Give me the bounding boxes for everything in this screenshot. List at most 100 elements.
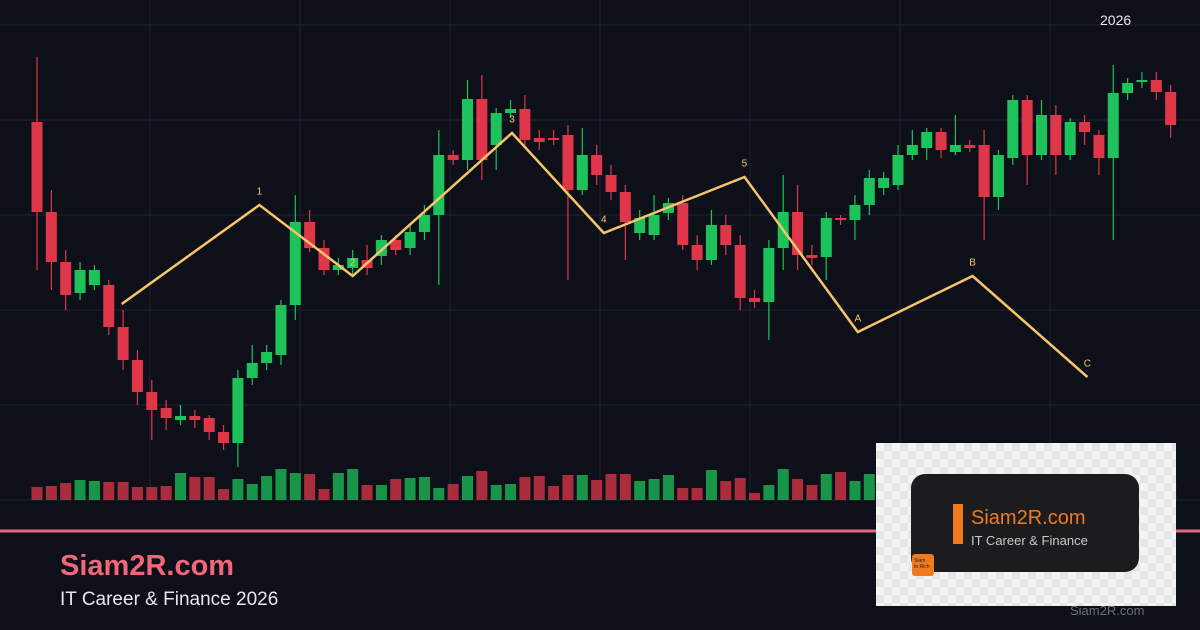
candle-body — [31, 122, 43, 212]
candle-body — [318, 248, 330, 270]
wave-label: 1 — [257, 187, 263, 198]
logo-subtitle: IT Career & Finance — [971, 533, 1088, 548]
volume-bar — [261, 476, 273, 500]
candle-body — [332, 265, 344, 270]
candle-body — [1036, 115, 1047, 155]
volume-bar — [175, 473, 186, 500]
candle-body — [1093, 135, 1105, 158]
candle-body — [131, 360, 143, 392]
candle-body — [863, 178, 875, 205]
candle-body — [1107, 93, 1119, 158]
candle-body — [447, 155, 459, 160]
candle-body — [103, 285, 115, 327]
volume-bar — [375, 485, 387, 500]
volume-bar — [361, 485, 373, 500]
candle-body — [677, 203, 689, 245]
wave-label: C — [1084, 359, 1091, 370]
volume-bar — [619, 474, 631, 500]
candle-body — [375, 240, 387, 256]
volume-bar — [447, 484, 459, 500]
volume-bar — [74, 480, 86, 500]
candle-body — [1064, 122, 1076, 155]
volume-bar — [763, 485, 775, 500]
candle-body — [1165, 92, 1177, 125]
candle-body — [505, 109, 517, 113]
candle-body — [490, 113, 502, 145]
volume-bar — [533, 476, 545, 500]
wave-label: A — [854, 314, 861, 325]
volume-bar — [806, 485, 818, 500]
logo-box: Siam2R.com IT Career & Finance Siam to R… — [876, 443, 1176, 606]
candle-body — [1122, 83, 1134, 93]
volume-bar — [347, 469, 359, 500]
candle-body — [591, 155, 603, 175]
candle-body — [232, 378, 244, 443]
volume-bar — [203, 477, 215, 500]
candle-body — [763, 248, 775, 302]
volume-bar — [60, 483, 72, 500]
volume-bar — [275, 469, 287, 500]
candle-body — [175, 416, 186, 420]
candle-body — [533, 138, 545, 142]
candle-body — [576, 155, 588, 190]
wave-label: 2 — [350, 258, 356, 269]
candle-body — [849, 205, 861, 220]
volume-bar — [591, 480, 603, 500]
candle-body — [74, 270, 86, 293]
volume-bar — [289, 473, 301, 500]
candle-body — [45, 212, 57, 262]
candle-body — [462, 99, 473, 160]
wave-label: 4 — [601, 215, 607, 226]
candle-body — [476, 99, 488, 160]
volume-bar — [548, 486, 560, 500]
volume-bar — [232, 479, 244, 500]
candle-body — [978, 145, 990, 197]
logo-icon: Siam to Rich — [912, 554, 934, 576]
candle-body — [189, 416, 201, 420]
candle-body — [1150, 80, 1162, 92]
candle-body — [146, 392, 158, 410]
wave-label: B — [969, 258, 976, 269]
volume-bar — [849, 481, 861, 500]
volume-bar — [605, 474, 617, 500]
volume-bar — [634, 481, 646, 500]
candle-body — [1050, 115, 1062, 155]
candle-body — [347, 258, 359, 268]
candle-body — [964, 145, 976, 148]
candle-body — [218, 432, 230, 443]
volume-bar — [677, 488, 689, 500]
candle-body — [648, 215, 660, 235]
candle-body — [835, 218, 847, 220]
volume-bar — [433, 488, 445, 500]
volume-bar — [462, 476, 473, 500]
volume-bar — [820, 474, 832, 500]
volume-bar — [318, 489, 330, 500]
volume-bar — [332, 473, 344, 500]
volume-bar — [404, 478, 416, 500]
wave-label: 3 — [509, 115, 515, 126]
candle-body — [619, 192, 631, 222]
candle-body — [921, 132, 933, 148]
candle-body — [1136, 80, 1148, 82]
brand-title: Siam2R.com — [60, 550, 235, 582]
candle-body — [117, 327, 129, 360]
volume-bar — [160, 486, 172, 500]
candle-body — [1079, 122, 1091, 132]
candle-body — [261, 352, 273, 363]
candle-body — [605, 175, 617, 192]
candle-body — [562, 135, 574, 190]
volume-bar — [662, 475, 674, 500]
logo-card: Siam2R.com IT Career & Finance Siam to R… — [911, 474, 1139, 576]
logo-bar — [953, 504, 963, 544]
candle-body — [418, 215, 430, 232]
candle-body — [88, 270, 100, 285]
volume-bar — [792, 479, 804, 500]
candle-body — [304, 222, 316, 248]
candle-body — [404, 232, 416, 248]
volume-bar — [576, 475, 588, 500]
candle-body — [878, 178, 890, 188]
candle-body — [749, 298, 760, 302]
volume-bar — [476, 471, 488, 500]
volume-bar — [304, 474, 316, 500]
